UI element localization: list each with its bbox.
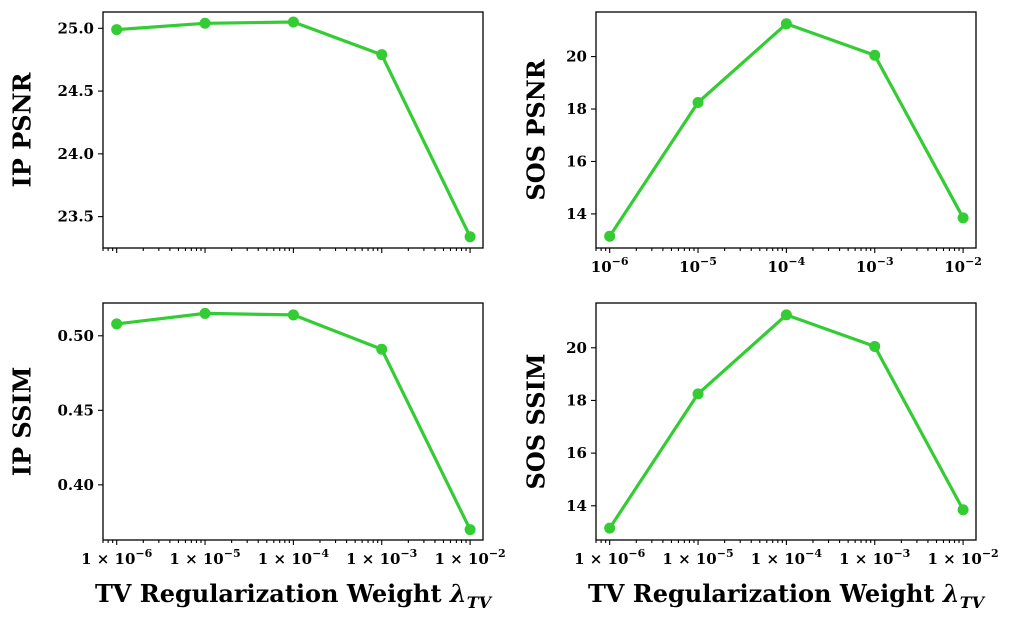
- x-tick-label: 10−2: [944, 255, 982, 276]
- x-tick-label: 1 × 10−6: [81, 547, 153, 568]
- y-axis-label: SOS PSNR: [521, 58, 550, 200]
- series-line: [608, 22, 965, 238]
- series-line: [116, 311, 472, 531]
- axes-frame: [595, 11, 977, 249]
- x-tick-label: 1 × 10−6: [574, 547, 646, 568]
- data-point: [376, 343, 388, 355]
- data-point: [111, 24, 123, 36]
- data-point: [869, 49, 881, 61]
- y-tick-label: 16: [566, 152, 587, 170]
- y-axis-label: SOS SSIM: [521, 354, 550, 490]
- subplot-4: 14 16 18 20 1 × 10−6 1 × 10−5 1 × 10−4 1 × 10−3…: [521, 302, 999, 612]
- x-tick-label: 1 × 10−5: [662, 547, 733, 568]
- y-tick-label: 25.0: [57, 19, 94, 37]
- data-point: [869, 340, 881, 352]
- x-tick-label: 10−4: [768, 255, 806, 276]
- y-tick-label: 0.45: [57, 401, 94, 419]
- y-tick-label: 14: [566, 205, 587, 223]
- y-tick-label: 20: [566, 48, 587, 66]
- data-point: [692, 388, 704, 400]
- x-tick-label: 1 × 10−5: [169, 547, 240, 568]
- y-tick-label: 20: [566, 339, 587, 357]
- y-tick-label: 24.0: [57, 145, 94, 163]
- data-point: [199, 307, 211, 319]
- data-point: [780, 309, 792, 321]
- x-tick-label: 1 × 10−2: [434, 547, 505, 568]
- data-point: [604, 522, 616, 534]
- y-tick-label: 14: [566, 497, 587, 515]
- series-line: [608, 313, 965, 529]
- x-axis-label: TV Regularization Weight λTV: [95, 579, 493, 612]
- y-tick-label: 0.40: [57, 476, 94, 494]
- axes-frame: [595, 302, 977, 541]
- y-tick-label: 0.50: [57, 327, 94, 345]
- x-tick-label: 1 × 10−4: [258, 547, 330, 568]
- data-point: [287, 309, 299, 321]
- x-axis-label: TV Regularization Weight λTV: [588, 579, 986, 612]
- data-point: [957, 212, 969, 224]
- data-point: [692, 96, 704, 108]
- y-tick-label: 18: [566, 391, 587, 409]
- data-point: [957, 504, 969, 516]
- y-tick-label: 18: [566, 100, 587, 118]
- y-axis-label: IP PSNR: [7, 72, 36, 188]
- x-tick-label: 1 × 10−3: [346, 547, 417, 568]
- x-tick-label: 10−3: [856, 255, 894, 276]
- axes-frame: [102, 302, 484, 541]
- x-tick-label: 1 × 10−4: [751, 547, 823, 568]
- subplot-2: 14 16 18 20 10−6 10−5 10−4 10−3 10−2 SOS PSNR: [521, 11, 982, 276]
- y-axis-label: IP SSIM: [7, 367, 36, 477]
- y-tick-label: 16: [566, 444, 587, 462]
- subplot-3: 0.40 0.45 0.50 1 × 10−6 1 × 10−5 1 × 10−4 1 × …: [7, 302, 506, 612]
- x-tick-label: 10−5: [679, 255, 717, 276]
- y-tick-label: 24.5: [57, 82, 94, 100]
- subplot-1: 23.5 24.0 24.5 25.0 IP PSNR: [7, 11, 484, 253]
- x-tick-label: 10−6: [591, 255, 629, 276]
- data-point: [464, 231, 476, 243]
- axes-frame: [102, 11, 484, 249]
- data-point: [287, 16, 299, 28]
- series-line: [116, 20, 472, 238]
- y-tick-label: 23.5: [57, 208, 94, 226]
- x-tick-label: 1 × 10−2: [927, 547, 998, 568]
- data-point: [780, 18, 792, 30]
- data-point: [604, 230, 616, 242]
- data-point: [376, 49, 388, 61]
- data-point: [199, 17, 211, 29]
- data-point: [464, 524, 476, 536]
- data-point: [111, 318, 123, 330]
- x-tick-label: 1 × 10−3: [839, 547, 910, 568]
